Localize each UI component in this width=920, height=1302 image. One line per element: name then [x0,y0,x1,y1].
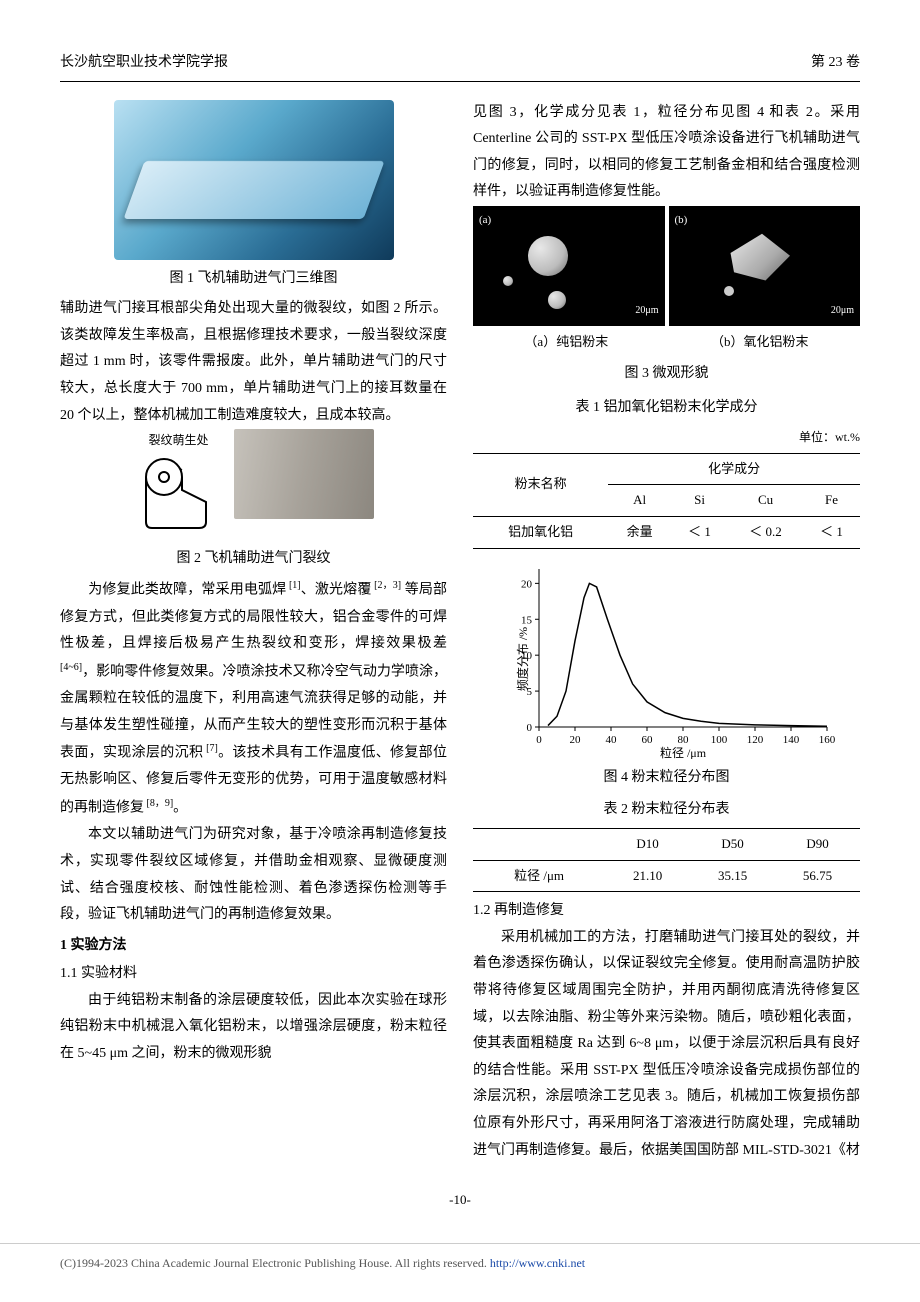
svg-text:0: 0 [536,734,542,746]
fig2-photo [234,429,374,519]
fig2-sketch [134,452,224,532]
paragraph: 为修复此类故障，常采用电弧焊 [1]、激光熔覆 [2，3] 等局部修复方式，但此… [60,576,447,822]
svg-text:40: 40 [605,734,617,746]
paragraph: 本文以辅助进气门为研究对象，基于冷喷涂再制造修复技术，实现零件裂纹区域修复，并借… [60,822,447,928]
svg-text:140: 140 [782,734,799,746]
table-1-unit: 单位：wt.% [473,426,860,449]
svg-text:100: 100 [710,734,727,746]
figure-2-caption: 图 2 飞机辅助进气门裂纹 [60,546,447,573]
page-footer: (C)1994-2023 China Academic Journal Elec… [0,1243,920,1295]
table-2-caption: 表 2 粉末粒径分布表 [473,797,860,824]
paragraph: 辅助进气门接耳根部尖角处出现大量的微裂纹，如图 2 所示。该类故障发生率极高，且… [60,296,447,429]
paragraph: 采用机械加工的方法，打磨辅助进气门接耳处的裂纹，并着色渗透探伤确认，以保证裂纹完… [473,925,860,1164]
table-1-caption: 表 1 铝加氧化铝粉末化学成分 [473,395,860,422]
section-1-2-title: 1.2 再制造修复 [473,898,860,925]
volume-label: 第 23 卷 [811,50,860,77]
svg-text:粒径 /μm: 粒径 /μm [659,745,706,759]
svg-text:120: 120 [746,734,763,746]
svg-text:20: 20 [521,578,533,590]
svg-text:160: 160 [818,734,835,746]
table-2: D10 D50 D90 粒径 /μm 21.10 35.15 56.75 [473,828,860,892]
page-header: 长沙航空职业技术学院学报 第 23 卷 [60,50,860,82]
paragraph: 由于纯铝粉末制备的涂层硬度较低，因此本次实验在球形纯铝粉末中机械混入氧化铝粉末，… [60,988,447,1068]
svg-text:80: 80 [677,734,689,746]
left-column: 图 1 飞机辅助进气门三维图 辅助进气门接耳根部尖角处出现大量的微裂纹，如图 2… [60,100,447,1165]
figure-2-image: 裂纹萌生处 [60,429,447,540]
table-1: 粉末名称 化学成分 Al Si Cu Fe 铝加氧化铝 余量 ＜ 1 ＜ 0.2… [473,453,860,549]
figure-3-image: (a) 20μm (b) 20μm [473,206,860,326]
page-number: -10- [60,1188,860,1213]
svg-text:20: 20 [569,734,581,746]
section-1-1-title: 1.1 实验材料 [60,961,447,988]
right-column: 见图 3，化学成分见表 1，粒径分布见图 4 和表 2。采用 Centerlin… [473,100,860,1165]
svg-text:15: 15 [521,614,533,626]
svg-text:0: 0 [526,722,532,734]
svg-text:60: 60 [641,734,653,746]
section-1-title: 1 实验方法 [60,933,447,960]
figure-1-caption: 图 1 飞机辅助进气门三维图 [60,266,447,293]
cnki-link[interactable]: http://www.cnki.net [490,1256,585,1270]
figure-1-image [114,100,394,260]
figure-3-sublabels: （a）纯铝粉末 （b）氧化铝粉末 [473,330,860,355]
figure-3-caption: 图 3 微观形貌 [473,361,860,388]
figure-4-chart: 频度分布 /% 05101520020406080100120140160粒径 … [497,559,837,759]
fig2-annotation: 裂纹萌生处 [134,429,224,452]
figure-4-caption: 图 4 粉末粒径分布图 [473,765,860,792]
paragraph: 见图 3，化学成分见表 1，粒径分布见图 4 和表 2。采用 Centerlin… [473,100,860,206]
journal-title: 长沙航空职业技术学院学报 [60,50,228,77]
